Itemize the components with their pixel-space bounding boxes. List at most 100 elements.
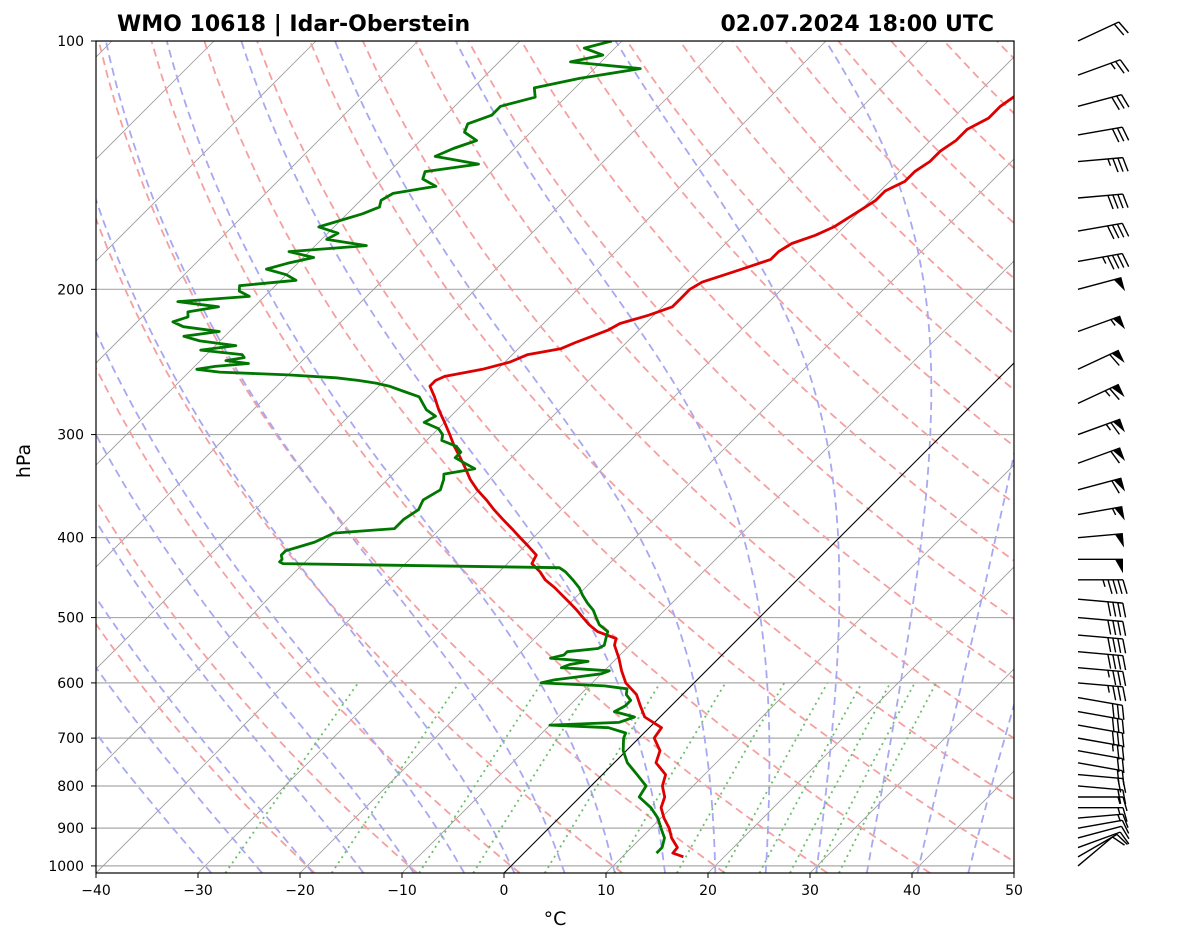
wind-barb [1077, 666, 1127, 687]
moist-adiabat [967, 701, 1014, 873]
sounding-profiles [171, 41, 1014, 859]
isotherm-10 [605, 464, 1014, 873]
x-tick-label: 50 [1005, 883, 1023, 899]
dry-adiabat [96, 498, 418, 873]
chart-title-station: WMO 10618 | Idar-Oberstein [117, 12, 470, 37]
wind-barb [1077, 724, 1125, 748]
wind-barb [1077, 836, 1125, 867]
moist-adiabat [96, 596, 314, 873]
x-tick-label: −10 [387, 883, 417, 899]
wind-barb [1077, 825, 1130, 840]
mixing-ratio-line [838, 682, 937, 873]
wind-barb [1077, 447, 1126, 464]
dry-adiabat [414, 41, 1014, 680]
x-tick-label: −20 [285, 883, 315, 899]
isotherm--50 [96, 41, 827, 772]
wind-barb [1077, 252, 1130, 270]
dry-adiabat [626, 41, 1014, 448]
isotherm-0 [503, 362, 1014, 873]
isotherm-30 [809, 668, 1014, 873]
mixing-ratio-line [224, 682, 359, 873]
temperature-profile [428, 95, 1014, 859]
mixing-ratio-line [722, 682, 829, 873]
y-tick-label: 600 [57, 676, 84, 692]
moist-adiabat [825, 41, 933, 873]
chart-title-time: 02.07.2024 18:00 UTC [720, 12, 994, 37]
moist-adiabat [240, 41, 666, 873]
wind-barb [1077, 533, 1125, 548]
mixing-ratio-line [544, 682, 661, 873]
moist-adiabat [105, 41, 566, 873]
y-axis-label: hPa [13, 444, 35, 478]
moist-adiabat-lines [96, 41, 1014, 873]
mixing-ratio-line [418, 682, 543, 873]
y-tick-label: 1000 [48, 859, 84, 875]
wind-barb [1077, 21, 1129, 42]
moist-adiabat [614, 41, 841, 873]
dry-adiabat [520, 41, 1014, 562]
y-tick-label: 100 [57, 34, 84, 50]
isotherm--90 [96, 41, 419, 364]
wind-barb [1077, 93, 1130, 111]
wind-barb [1077, 831, 1130, 849]
y-tick-label: 800 [57, 779, 84, 795]
plot-area [0, 41, 1014, 873]
moist-adiabat [334, 41, 717, 873]
dry-adiabat [943, 41, 1014, 115]
wind-barb-column [1077, 21, 1130, 867]
wind-barb [1077, 156, 1129, 173]
wind-barb [1077, 59, 1130, 76]
isotherm-20 [707, 566, 1014, 873]
moist-adiabat [96, 519, 365, 873]
isobar-lines [96, 41, 1014, 867]
wind-barb [1077, 833, 1128, 858]
dewpoint-profile [171, 41, 666, 855]
x-tick-label: −30 [183, 883, 213, 899]
wind-barb [1077, 418, 1126, 436]
dry-adiabat [256, 41, 1014, 863]
isotherm--130 [0, 41, 10, 873]
wind-barb [1077, 315, 1126, 333]
wind-barb [1077, 598, 1127, 618]
wind-barb [1077, 383, 1125, 405]
wind-barb [1077, 750, 1125, 774]
dry-adiabat [996, 41, 1014, 60]
isotherm--30 [197, 56, 1014, 873]
moist-adiabat [96, 432, 415, 873]
wind-barb [1077, 737, 1125, 761]
isotherm--20 [299, 158, 1014, 873]
dry-adiabat [96, 216, 623, 873]
mixing-ratio-line [330, 682, 460, 873]
wind-barb [1077, 477, 1126, 494]
wind-barb [1077, 506, 1125, 521]
isotherm--100 [96, 41, 317, 262]
x-tick-label: 0 [500, 883, 509, 899]
mixing-ratio-line [815, 682, 916, 873]
isotherm-50 [1013, 872, 1014, 873]
isotherm--60 [96, 41, 725, 670]
y-tick-label: 900 [57, 821, 84, 837]
wind-barb [1077, 222, 1130, 240]
isotherm--70 [96, 41, 623, 568]
x-tick-label: 30 [801, 883, 819, 899]
wind-barb [1077, 126, 1130, 143]
dry-adiabat [731, 41, 1014, 335]
moist-adiabat [454, 41, 771, 873]
wind-barb [1077, 634, 1127, 654]
x-tick-label: 10 [597, 883, 615, 899]
wind-barb [1078, 806, 1128, 822]
mixing-ratio-lines [224, 682, 937, 873]
isotherm--80 [96, 41, 521, 466]
wind-barb [1078, 579, 1128, 595]
wind-barb [1078, 558, 1123, 574]
dry-adiabat [573, 41, 1014, 505]
x-tick-label: 40 [903, 883, 921, 899]
dry-adiabat [96, 622, 316, 873]
mixing-ratio-line [789, 682, 892, 873]
y-tick-label: 500 [57, 611, 84, 627]
wind-barb [1077, 682, 1127, 702]
y-axis-ticks: 100 200 300 400 500 600 700 800 900 1000 [48, 34, 96, 875]
moist-adiabat [916, 449, 1014, 873]
wind-barb [1077, 651, 1127, 671]
moist-adiabat [165, 41, 616, 873]
